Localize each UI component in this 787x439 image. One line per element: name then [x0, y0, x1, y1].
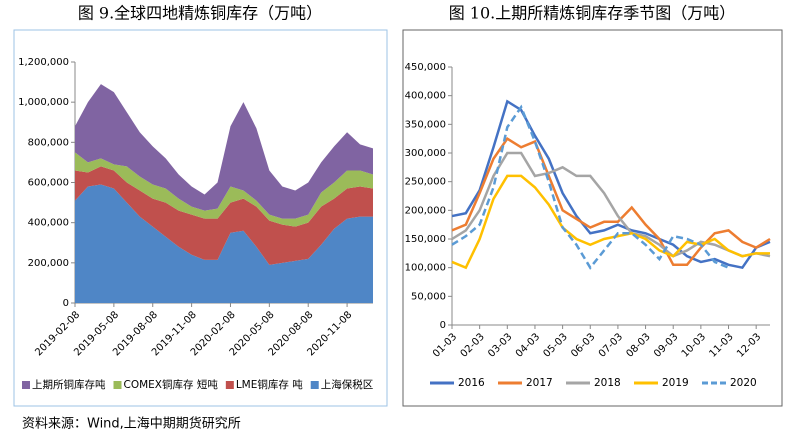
x-tick-label: 04-03	[514, 331, 542, 359]
chart-title: 图 10.上期所精炼铜库存季节图（万吨）	[449, 4, 736, 23]
chart-frame	[13, 29, 388, 407]
y-tick-label: 300,000	[405, 148, 446, 159]
y-tick-label: 450,000	[405, 62, 446, 73]
line	[451, 99, 771, 270]
legend-label: 2016	[458, 377, 485, 389]
x-tick-label: 10-03	[680, 331, 708, 359]
y-tick-label: 0	[63, 298, 69, 309]
x-tick-label: 07-03	[597, 331, 625, 359]
legend-label: LME铜库存 吨	[236, 378, 303, 391]
x-tick-label: 08-03	[624, 331, 652, 359]
x-tick-label: 12-03	[735, 331, 763, 359]
area	[75, 184, 373, 303]
y-tick-label: 350,000	[405, 119, 446, 130]
y-tick-label: 600,000	[28, 178, 69, 189]
y-tick-label: 200,000	[405, 205, 446, 216]
x-tick-label: 06-03	[569, 331, 597, 359]
x-tick-label: 11-03	[707, 331, 735, 359]
line	[451, 151, 771, 258]
x-tick-label: 09-03	[652, 331, 680, 359]
y-tick-label: 1,000,000	[18, 97, 69, 108]
area	[75, 84, 373, 219]
y-tick-label: 150,000	[405, 234, 446, 245]
y-tick-label: 1,200,000	[18, 57, 69, 68]
source: 资料来源：Wind,上海中期期货研究所	[22, 416, 241, 432]
y-tick-label: 400,000	[28, 218, 69, 229]
line	[451, 104, 730, 270]
x-tick-label: 02-03	[459, 331, 487, 359]
legend-label: 2020	[730, 377, 757, 389]
legend-swatch	[113, 381, 122, 389]
x-tick-label: 01-03	[431, 331, 459, 359]
line	[451, 174, 770, 270]
legend-label: COMEX铜库存 短吨	[124, 378, 219, 391]
x-tick-label: 05-03	[542, 331, 570, 359]
y-tick-label: 400,000	[405, 91, 446, 102]
y-tick-label: 50,000	[411, 291, 446, 302]
legend-label: 2018	[594, 377, 621, 389]
legend-swatch	[225, 381, 234, 389]
legend-swatch	[22, 381, 30, 389]
chart-title: 图 9.全球四地精炼铜库存（万吨）	[78, 4, 322, 23]
x-tick-label: 03-03	[486, 331, 514, 359]
y-tick-label: 0	[440, 320, 446, 331]
line	[451, 136, 771, 267]
y-tick-label: 800,000	[28, 137, 69, 148]
legend-label: 上期所铜库存吨	[32, 378, 106, 391]
area	[75, 166, 373, 265]
legend-swatch	[310, 381, 319, 389]
chart-frame	[402, 29, 783, 407]
y-tick-label: 200,000	[28, 258, 69, 269]
legend-label: 上海保税区	[321, 378, 374, 391]
y-tick-label: 100,000	[405, 263, 446, 274]
y-tick-label: 250,000	[405, 177, 446, 188]
legend-label: 2017	[526, 377, 553, 389]
legend-label: 2019	[662, 377, 689, 389]
